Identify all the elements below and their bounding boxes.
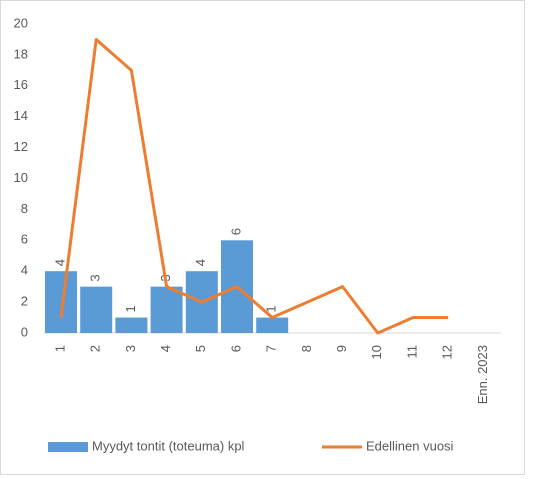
y-tick-label: 0 [21, 324, 28, 339]
legend-swatch [48, 442, 88, 452]
legend-label: Edellinen vuosi [366, 438, 454, 453]
data-label: 3 [88, 274, 103, 281]
x-tick-label: Enn. 2023 [475, 345, 490, 404]
x-tick-label: 5 [193, 345, 208, 352]
bar [150, 286, 183, 333]
y-tick-label: 10 [14, 170, 28, 185]
x-tick-label: 1 [52, 345, 67, 352]
x-tick-label: 7 [264, 345, 279, 352]
x-tick-label: 4 [158, 345, 173, 352]
y-tick-label: 18 [14, 46, 28, 61]
bar [256, 317, 289, 333]
bar [80, 286, 113, 333]
y-tick-label: 16 [14, 77, 28, 92]
x-tick-label: 2 [88, 345, 103, 352]
chart-frame [0, 0, 525, 475]
y-tick-label: 20 [14, 15, 28, 30]
y-tick-label: 12 [14, 139, 28, 154]
data-label: 1 [264, 305, 279, 312]
x-tick-label: 6 [228, 345, 243, 352]
data-label: 4 [52, 259, 67, 266]
y-tick-label: 8 [21, 201, 28, 216]
y-tick-label: 14 [14, 108, 28, 123]
data-label: 4 [193, 259, 208, 266]
x-tick-label: 10 [369, 345, 384, 359]
x-tick-label: 3 [123, 345, 138, 352]
x-tick-label: 8 [299, 345, 314, 352]
y-tick-label: 2 [21, 294, 28, 309]
line [59, 37, 449, 335]
data-label: 6 [228, 228, 243, 235]
y-tick-label: 6 [21, 232, 28, 247]
x-tick-label: 12 [440, 345, 455, 359]
legend-label: Myydyt tontit (toteuma) kpl [92, 438, 245, 453]
y-tick-label: 4 [21, 263, 28, 278]
x-tick-label: 9 [334, 345, 349, 352]
x-tick-label: 11 [404, 345, 419, 359]
bar [45, 271, 77, 333]
bar [115, 317, 148, 333]
data-label: 1 [123, 305, 138, 312]
